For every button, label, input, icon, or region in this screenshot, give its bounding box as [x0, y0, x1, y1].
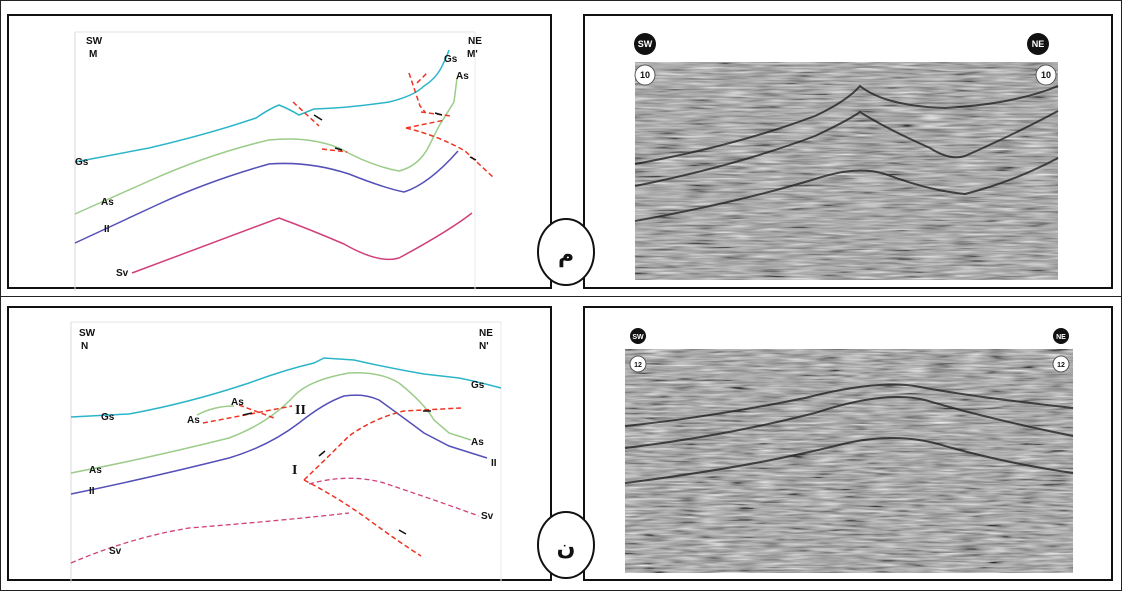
sw-badge — [634, 33, 656, 55]
sv-right-label: Sv — [481, 511, 494, 522]
ne-badge — [1027, 33, 1049, 55]
gs-right-label: Gs — [444, 54, 458, 65]
sv-left-label: Sv — [109, 546, 122, 557]
panel-letter: ن — [557, 536, 576, 561]
fault-ticks — [242, 410, 431, 535]
horizon-sv-upper — [308, 477, 480, 517]
as-left-label: As — [101, 197, 114, 208]
horizon-sv — [131, 212, 473, 274]
line-number-left — [634, 64, 656, 86]
ne-label: NE — [479, 328, 493, 339]
ne-badge-text: NE — [1032, 39, 1045, 49]
fault-lines — [292, 72, 495, 179]
as-right-label: As — [456, 71, 469, 82]
start-label: N — [81, 341, 88, 352]
gs-right-label: Gs — [471, 380, 485, 391]
end-label: N' — [479, 341, 489, 352]
line-number-left — [629, 355, 647, 373]
line-number-left-text: 10 — [640, 70, 650, 80]
section-panel-top: SW M NE M' Gs As Gs As — [7, 14, 552, 291]
section-diagram-bottom: SW N NE N' As As II I Gs Gs — [70, 321, 502, 583]
ii-right-label: II — [491, 458, 497, 469]
line-number-right-text: 10 — [1041, 70, 1051, 80]
gs-left-label: Gs — [101, 412, 115, 423]
horizon-as — [74, 77, 458, 215]
line-number-right — [1035, 64, 1057, 86]
ii-label: II — [104, 224, 110, 235]
horizon-gs — [74, 49, 450, 163]
section-diagram-top: SW M NE M' Gs As Gs As — [74, 31, 495, 291]
fault-i-label: I — [292, 463, 297, 478]
horizon-ii — [70, 394, 488, 495]
sw-badge — [630, 328, 646, 344]
seismic-section-bottom: SW NE 12 12 — [624, 328, 1074, 573]
horizon-sv-lower — [70, 512, 350, 564]
sv-label: Sv — [116, 268, 129, 279]
horizon-as — [70, 371, 472, 474]
sw-badge-text: SW — [632, 334, 644, 341]
seismic-panel-bottom: SW NE 12 12 — [583, 306, 1113, 581]
fault-ii-label: II — [295, 403, 306, 418]
sw-label: SW — [86, 36, 103, 47]
section-panel-bottom: SW N NE N' As As II I Gs Gs — [7, 306, 552, 583]
horizon-as-fragment — [196, 405, 235, 416]
ne-badge — [1053, 328, 1069, 344]
seismic-section-top: SW NE 10 10 — [634, 33, 1059, 280]
sw-label: SW — [79, 328, 96, 339]
seismic-reflectors — [624, 383, 1074, 484]
label-circle — [537, 218, 595, 286]
line-number-left-text: 12 — [634, 362, 642, 369]
as-mid-label: As — [187, 415, 200, 426]
ii-left-label: II — [89, 486, 95, 497]
ne-label: NE — [468, 36, 482, 47]
horizon-ii — [74, 150, 459, 244]
fault-ticks — [313, 112, 477, 161]
ne-badge-text: NE — [1056, 334, 1066, 341]
seismic-texture — [625, 349, 1073, 573]
line-number-right-text: 12 — [1057, 362, 1065, 369]
gs-left-label: Gs — [75, 157, 89, 168]
horizon-gs — [70, 357, 502, 418]
line-number-right — [1052, 355, 1070, 373]
as-top-label: As — [231, 397, 244, 408]
panel-letter: م — [558, 243, 574, 268]
sw-badge-text: SW — [638, 39, 653, 49]
panel-label-top: م — [537, 218, 595, 286]
as-left-label: As — [89, 465, 102, 476]
label-circle — [537, 511, 595, 579]
panel-label-bottom: ن — [537, 511, 595, 579]
fault-lines — [202, 404, 462, 557]
row-divider — [0, 296, 1122, 297]
end-label: M' — [467, 49, 478, 60]
seismic-reflectors — [634, 84, 1059, 222]
seismic-panel-top: SW NE 10 10 — [583, 14, 1113, 289]
start-label: M — [89, 49, 97, 60]
as-right-label: As — [471, 437, 484, 448]
